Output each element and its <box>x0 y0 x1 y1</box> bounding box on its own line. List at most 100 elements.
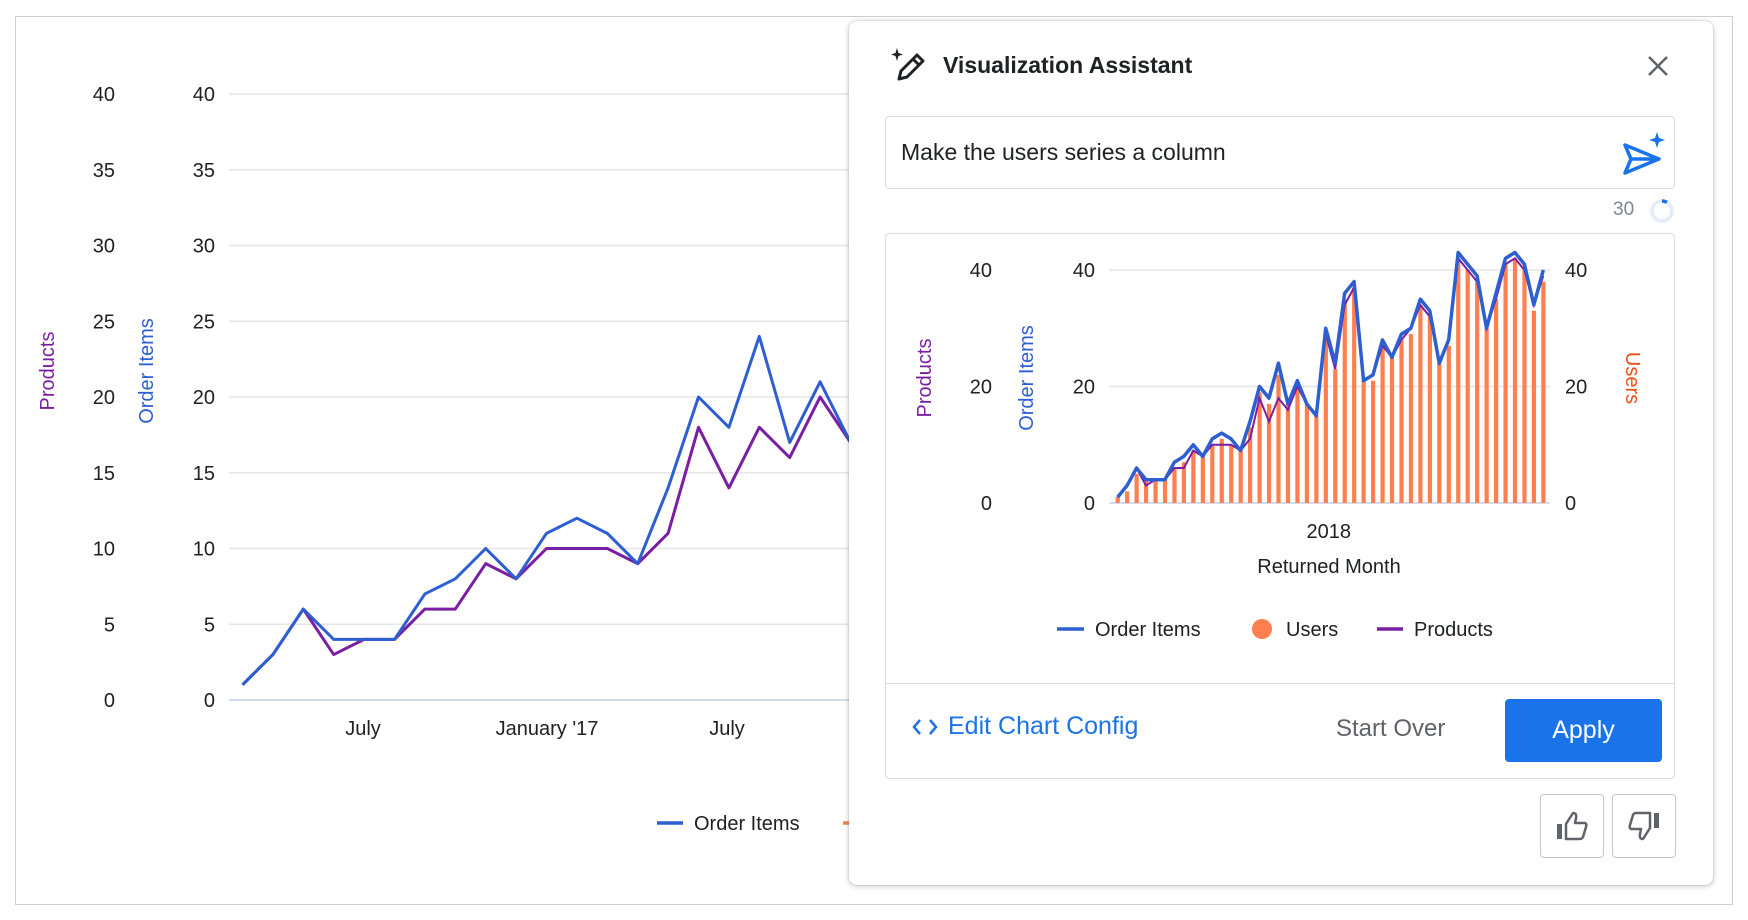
products-tick-label: 0 <box>104 690 115 712</box>
thumbs-up-icon <box>1557 811 1588 841</box>
users-bar <box>1484 328 1489 503</box>
users-bar <box>1371 380 1376 503</box>
apply-button[interactable]: Apply <box>1505 699 1662 762</box>
x-tick-label: July <box>345 718 381 740</box>
send-sparkle-icon[interactable] <box>1621 131 1667 175</box>
users-bar <box>1314 415 1319 503</box>
users-bar <box>1191 450 1196 503</box>
users-bar <box>1342 299 1347 503</box>
users-bar <box>1475 281 1480 503</box>
users-bar <box>1494 299 1499 503</box>
legend-label-users: Users <box>1286 619 1338 641</box>
remaining-count: 30 <box>1613 199 1635 220</box>
order-items-tick-label: 25 <box>193 311 215 333</box>
users-bar <box>1143 479 1149 503</box>
users-bar <box>1153 479 1158 503</box>
prompt-input[interactable]: Make the users series a column <box>885 116 1675 189</box>
users-bar <box>1503 264 1508 503</box>
x-tick-label: January '17 <box>496 718 599 740</box>
users-bar <box>1418 304 1423 503</box>
panel-title: Visualization Assistant <box>943 52 1193 78</box>
order-items-tick-label: 20 <box>193 387 215 409</box>
close-icon[interactable] <box>1644 52 1672 80</box>
series-line-order-items <box>241 334 852 686</box>
legend-label-products: Products <box>1414 619 1493 641</box>
chart-preview-card: 0 0 0 20 20 20 40 40 40 Products Order Items Users 2… <box>885 233 1675 779</box>
legend-label-order-items: Order Items <box>1095 619 1201 641</box>
users-bar <box>1437 363 1442 503</box>
order-items-tick-label: 0 <box>1084 493 1095 515</box>
users-bar <box>1276 374 1281 503</box>
users-bar <box>1219 438 1224 503</box>
users-bar <box>1134 473 1139 503</box>
users-bar <box>1248 427 1253 503</box>
users-bar <box>1389 357 1395 503</box>
users-bar <box>1512 258 1518 503</box>
users-bar <box>1229 444 1234 503</box>
users-bar <box>1531 310 1537 503</box>
users-bar <box>1446 345 1451 503</box>
users-bar <box>1238 450 1243 503</box>
code-icon <box>912 718 938 735</box>
edit-chart-config-button[interactable]: Edit Chart Config <box>912 712 1138 741</box>
users-bar <box>1115 497 1120 503</box>
users-bar <box>1522 270 1527 503</box>
order-items-tick-label: 0 <box>204 690 215 712</box>
series-line-order-items <box>1116 250 1545 499</box>
series-line-products <box>241 395 852 686</box>
users-bar <box>1399 339 1404 503</box>
users-bar <box>1456 258 1461 503</box>
order-items-tick-label: 5 <box>204 614 215 636</box>
order-items-axis-title: Order Items <box>1016 325 1038 431</box>
products-tick-label: 25 <box>93 311 115 333</box>
order-items-tick-label: 30 <box>193 236 215 258</box>
products-tick-label: 40 <box>93 84 115 106</box>
users-bar <box>1408 334 1414 503</box>
users-bar <box>1257 392 1262 503</box>
progress-ring-icon <box>1650 199 1674 223</box>
x-axis-title: Returned Month <box>1257 556 1400 578</box>
users-tick-label: 40 <box>1565 260 1587 282</box>
users-bar <box>1172 468 1177 503</box>
users-tick-label: 0 <box>1565 493 1576 515</box>
products-tick-label: 5 <box>104 614 115 636</box>
products-tick-label: 20 <box>970 377 992 399</box>
thumbs-down-icon <box>1628 811 1659 841</box>
order-items-tick-label: 40 <box>193 84 215 106</box>
users-bar <box>1380 345 1385 503</box>
users-bar <box>1162 479 1168 503</box>
users-bar <box>1181 462 1187 503</box>
users-bar <box>1266 403 1272 503</box>
magic-pen-icon <box>891 48 925 81</box>
order-items-tick-label: 10 <box>193 539 215 561</box>
thumbs-up-button[interactable] <box>1540 794 1604 858</box>
users-bar <box>1210 444 1215 503</box>
products-tick-label: 20 <box>93 387 115 409</box>
products-tick-label: 35 <box>93 160 115 182</box>
users-bar <box>1427 316 1432 503</box>
edit-chart-config-label: Edit Chart Config <box>948 712 1139 740</box>
order-items-tick-label: 35 <box>193 160 215 182</box>
products-tick-label: 30 <box>93 236 115 258</box>
users-bar <box>1295 386 1300 503</box>
users-bar <box>1323 339 1328 503</box>
users-bar <box>1352 287 1357 503</box>
thumbs-down-button[interactable] <box>1612 794 1676 858</box>
prompt-input-value: Make the users series a column <box>901 139 1226 165</box>
users-bar <box>1333 369 1338 503</box>
order-items-tick-label: 20 <box>1073 377 1095 399</box>
users-tick-label: 20 <box>1565 377 1587 399</box>
legend-swatch-users <box>1252 619 1272 639</box>
legend-label-order-items: Order Items <box>694 813 800 835</box>
users-bar <box>1125 491 1130 503</box>
products-tick-label: 0 <box>981 493 992 515</box>
x-tick-label: 2018 <box>1306 521 1351 543</box>
start-over-button[interactable]: Start Over <box>1336 715 1446 742</box>
divider <box>886 683 1674 684</box>
users-bar <box>1304 403 1309 503</box>
visualization-assistant-panel: Visualization Assistant Make the users s… <box>849 21 1713 885</box>
preview-chart: 0 0 0 20 20 20 40 40 40 Products Order Items Users 2… <box>914 250 1643 641</box>
users-bar <box>1361 380 1366 503</box>
users-bar <box>1200 456 1205 503</box>
